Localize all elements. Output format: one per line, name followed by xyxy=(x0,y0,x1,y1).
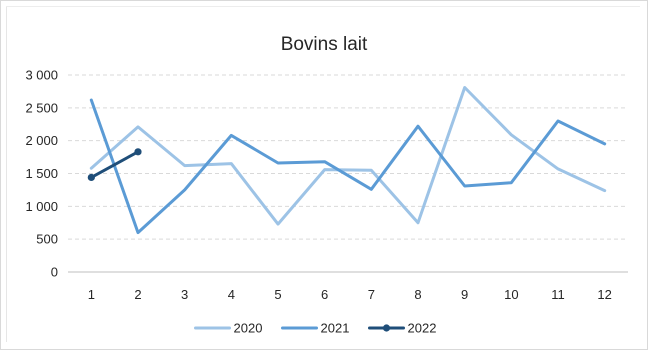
x-tick-label: 2 xyxy=(134,287,141,302)
series-lines xyxy=(87,86,607,235)
y-tick-label: 2 000 xyxy=(25,133,58,148)
y-tick-label: 1 500 xyxy=(25,166,58,181)
gridlines xyxy=(68,74,628,240)
series-2022 xyxy=(87,148,142,182)
chart-frame-top-rule xyxy=(6,6,640,7)
series-2020 xyxy=(89,86,607,226)
x-tick-label: 8 xyxy=(414,287,421,302)
x-tick-label: 7 xyxy=(368,287,375,302)
legend-label: 2021 xyxy=(321,321,350,336)
x-tick-label: 3 xyxy=(181,287,188,302)
data-point xyxy=(134,148,142,156)
y-tick-label: 0 xyxy=(51,265,58,280)
legend-item-2020: 2020 xyxy=(194,321,263,336)
legend: 2020 2021 2022 xyxy=(194,321,437,336)
legend-marker xyxy=(382,324,391,332)
series-line-2020 xyxy=(89,86,607,226)
y-tick-label: 3 000 xyxy=(25,68,58,83)
series-line-2022 xyxy=(89,150,140,179)
x-tick-label: 6 xyxy=(321,287,328,302)
legend-label: 2022 xyxy=(408,321,437,336)
chart-frame-left-rule xyxy=(6,6,7,342)
legend-item-2021: 2021 xyxy=(281,321,350,336)
x-tick-label: 5 xyxy=(274,287,281,302)
y-tick-label: 1 000 xyxy=(25,199,58,214)
legend-item-2022: 2022 xyxy=(368,321,437,336)
x-tick-label: 10 xyxy=(504,287,518,302)
legend-label: 2020 xyxy=(234,321,263,336)
x-axis-tick-labels: 1 2 3 4 5 6 7 8 9 10 11 12 xyxy=(88,287,612,302)
y-axis-tick-labels: 0 500 1 000 1 500 2 000 2 500 3 000 xyxy=(25,68,58,280)
x-tick-label: 12 xyxy=(597,287,611,302)
chart-title: Bovins lait xyxy=(281,34,368,55)
x-tick-label: 9 xyxy=(461,287,468,302)
x-tick-label: 11 xyxy=(551,287,565,302)
series-line-2021 xyxy=(89,98,607,235)
y-tick-label: 2 500 xyxy=(25,100,58,115)
x-tick-label: 4 xyxy=(228,287,235,302)
series-2021 xyxy=(89,98,607,235)
y-tick-label: 500 xyxy=(36,232,58,247)
x-tick-label: 1 xyxy=(88,287,95,302)
data-point xyxy=(87,173,95,182)
